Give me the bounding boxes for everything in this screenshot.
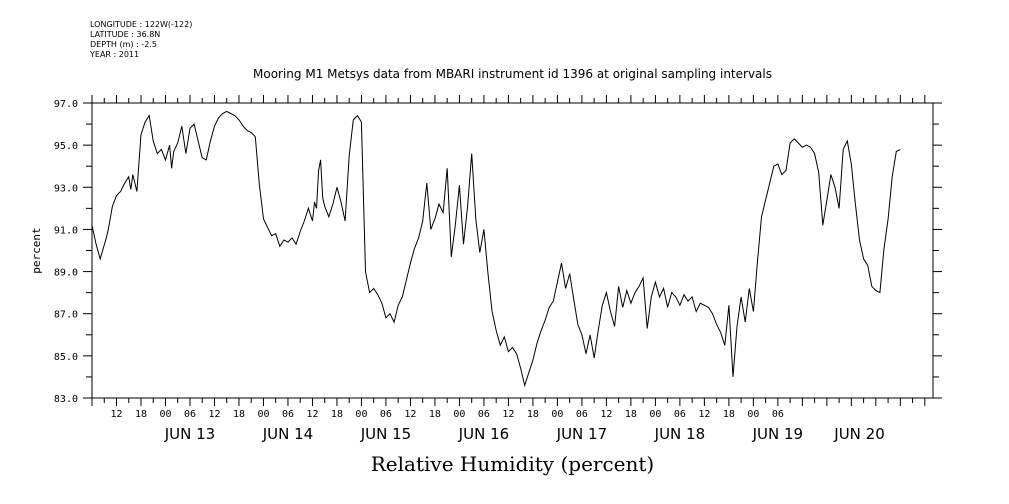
x-day-label: JUN 20 [833,425,884,443]
x-hour-tick-label: 06 [772,409,784,420]
x-hour-tick-label: 12 [306,409,318,420]
x-hour-tick-label: 18 [331,409,343,420]
metadata-latitude: LATITUDE : 36.8N [90,30,161,39]
y-tick-label: 89.0 [54,268,78,279]
x-hour-tick-label: 00 [551,409,563,420]
x-hour-tick-label: 18 [233,409,245,420]
y-tick-label: 93.0 [54,183,78,194]
y-tick-label: 87.0 [54,310,78,321]
y-tick-label: 97.0 [54,99,78,110]
metadata-longitude: LONGITUDE : 122W(-122) [90,20,193,29]
y-tick-label: 85.0 [54,352,78,363]
x-hour-tick-label: 12 [208,409,220,420]
x-hour-tick-label: 12 [698,409,710,420]
chart-title: Mooring M1 Metsys data from MBARI instru… [253,67,772,81]
x-day-label: JUN 17 [556,425,607,443]
x-hour-tick-label: 12 [404,409,416,420]
x-hour-tick-label: 12 [502,409,514,420]
metadata-depth: DEPTH (m) : -2.5 [90,40,157,49]
y-axis-label: percent [30,227,43,273]
x-day-label: JUN 19 [752,425,803,443]
x-hour-tick-label: 18 [625,409,637,420]
x-hour-tick-label: 06 [478,409,490,420]
x-hour-tick-label: 18 [135,409,147,420]
x-hour-tick-label: 06 [184,409,196,420]
x-day-label: JUN 15 [360,425,411,443]
y-tick-label: 91.0 [54,225,78,236]
y-tick-label: 83.0 [54,394,78,405]
x-hour-tick-label: 18 [527,409,539,420]
y-tick-label: 95.0 [54,141,78,152]
metadata-block: LONGITUDE : 122W(-122) LATITUDE : 36.8N … [90,20,192,60]
x-hour-tick-label: 00 [355,409,367,420]
plot-frame [91,102,934,399]
x-hour-tick-label: 00 [747,409,759,420]
x-hour-tick-label: 00 [257,409,269,420]
x-hour-tick-label: 00 [649,409,661,420]
x-hour-tick-label: 18 [723,409,735,420]
x-hour-tick-label: 00 [159,409,171,420]
x-hour-tick-label: 06 [674,409,686,420]
x-hour-tick-label: 12 [600,409,612,420]
x-axis-label: Relative Humidity (percent) [370,452,655,476]
x-day-label: JUN 18 [654,425,705,443]
x-day-label: JUN 14 [262,425,313,443]
x-hour-tick-label: 06 [380,409,392,420]
x-hour-tick-label: 12 [110,409,122,420]
data-series-line [91,110,901,388]
x-hour-tick-label: 18 [429,409,441,420]
x-hour-tick-label: 00 [453,409,465,420]
x-day-label: JUN 13 [164,425,215,443]
x-hour-tick-label: 06 [576,409,588,420]
x-day-label: JUN 16 [458,425,509,443]
x-hour-tick-label: 06 [282,409,294,420]
metadata-year: YEAR : 2011 [90,50,140,59]
